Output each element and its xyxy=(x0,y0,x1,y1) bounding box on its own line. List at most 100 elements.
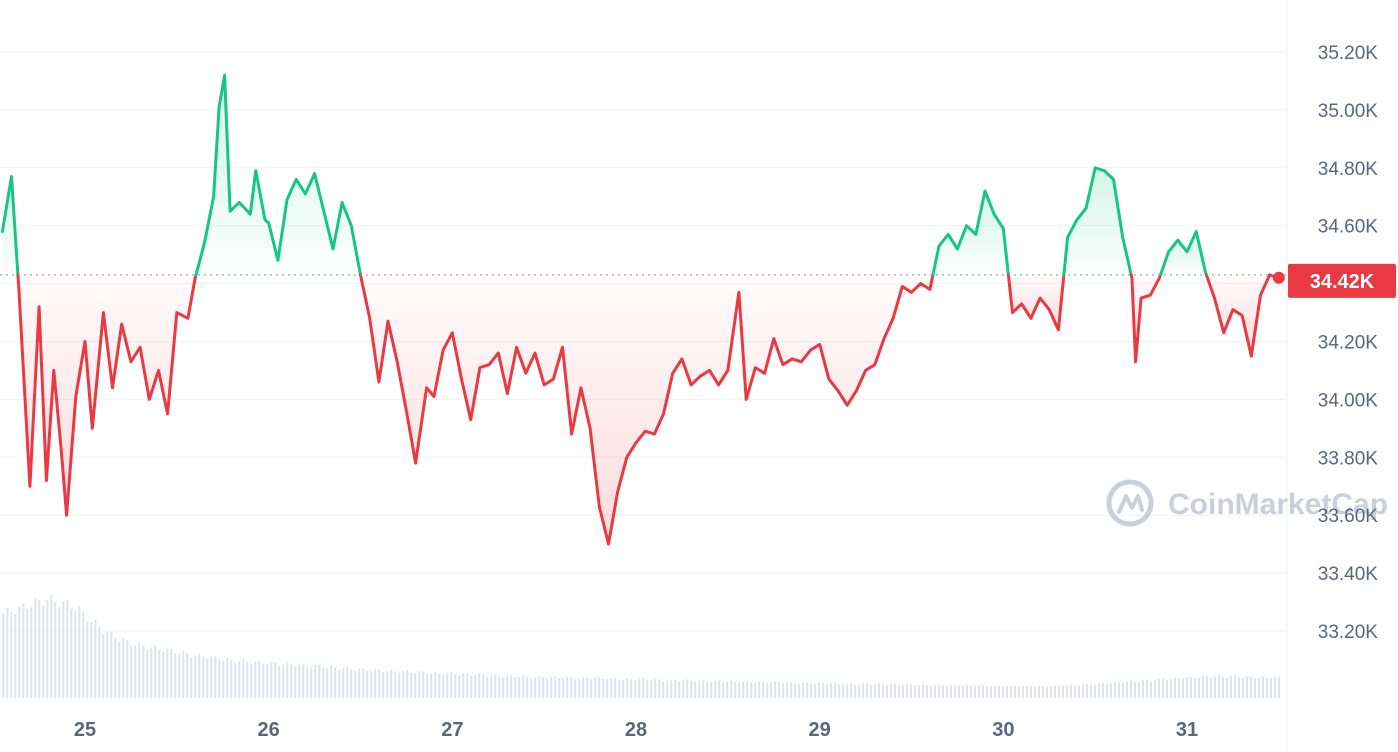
volume-bar xyxy=(1026,685,1029,698)
volume-bar xyxy=(754,682,757,698)
volume-bar xyxy=(238,661,241,698)
volume-bar xyxy=(950,684,953,698)
volume-bar xyxy=(954,684,957,698)
volume-bar xyxy=(882,684,885,698)
volume-bar xyxy=(806,682,809,698)
volume-bar xyxy=(622,679,625,698)
volume-bar xyxy=(1190,676,1193,698)
volume-bar xyxy=(534,677,537,698)
volume-bar xyxy=(866,683,869,698)
volume-bar xyxy=(1214,676,1217,698)
volume-bar xyxy=(126,640,129,698)
volume-bar xyxy=(30,607,33,698)
volume-bar xyxy=(958,685,961,698)
price-line-down xyxy=(1204,273,1272,358)
volume-bar xyxy=(634,680,637,698)
volume-bar xyxy=(550,676,553,698)
volume-bar xyxy=(1014,685,1017,698)
area-below-baseline xyxy=(360,274,933,545)
volume-bar xyxy=(1002,686,1005,698)
volume-bar xyxy=(1050,686,1053,698)
price-line-up xyxy=(0,175,20,277)
volume-bar xyxy=(98,627,101,698)
volume-bar xyxy=(494,674,497,698)
volume-bar xyxy=(610,677,613,698)
volume-bar xyxy=(922,684,925,698)
volume-bar xyxy=(1154,680,1157,698)
volume-bar xyxy=(942,685,945,698)
volume-bar xyxy=(470,675,473,698)
volume-bar xyxy=(406,670,409,698)
volume-bar xyxy=(850,683,853,698)
volume-bar xyxy=(154,645,157,698)
volume-bar xyxy=(310,667,313,698)
volume-bar xyxy=(410,672,413,698)
volume-bar xyxy=(86,621,89,698)
volume-bar xyxy=(830,683,833,698)
volume-bar xyxy=(402,670,405,698)
y-tick-label: 33.20K xyxy=(1318,622,1379,643)
volume-bar xyxy=(78,607,81,698)
volume-bar xyxy=(210,656,213,698)
volume-bar xyxy=(874,684,877,698)
volume-bar xyxy=(382,672,385,698)
volume-bar xyxy=(1114,681,1117,698)
volume-bar xyxy=(1250,676,1253,698)
volume-bar xyxy=(1110,683,1113,698)
volume-bar xyxy=(202,656,205,698)
volume-bar xyxy=(938,684,941,698)
volume-bar xyxy=(710,681,713,698)
volume-bar xyxy=(482,674,485,698)
volume-bar xyxy=(778,682,781,698)
volume-bar xyxy=(1062,685,1065,698)
volume-bar xyxy=(970,685,973,698)
volume-bar xyxy=(394,671,397,698)
volume-bar xyxy=(1074,685,1077,698)
volume-bar xyxy=(722,682,725,698)
volume-bar xyxy=(978,685,981,698)
volume-bar xyxy=(786,682,789,698)
area-below-baseline xyxy=(1008,274,1064,330)
volume-bar xyxy=(726,681,729,698)
volume-bar xyxy=(862,683,865,698)
volume-bar xyxy=(514,677,517,698)
volume-bar xyxy=(662,680,665,698)
volume-bar xyxy=(618,680,621,698)
volume-bar xyxy=(838,683,841,698)
volume-bar xyxy=(1226,677,1229,698)
volume-bar xyxy=(1106,683,1109,698)
area-below-baseline xyxy=(1206,274,1270,356)
volume-bar xyxy=(1242,677,1245,698)
volume-bar xyxy=(1046,686,1049,698)
watermark: CoinMarketCap xyxy=(1106,479,1388,527)
volume-bar xyxy=(178,653,181,698)
volume-bar xyxy=(374,669,377,698)
area-above-baseline xyxy=(196,75,361,275)
volume-bar xyxy=(666,680,669,698)
volume-bar xyxy=(910,684,913,698)
volume-bar xyxy=(682,680,685,698)
volume-bar xyxy=(102,634,105,698)
volume-bar xyxy=(198,653,201,698)
current-price-label: 34.42K xyxy=(1310,271,1375,293)
volume-bar xyxy=(578,678,581,698)
volume-bar xyxy=(366,670,369,698)
volume-bar xyxy=(354,670,357,698)
volume-bar xyxy=(282,664,285,698)
volume-bar xyxy=(810,683,813,698)
volume-bar xyxy=(706,681,709,698)
volume-bar xyxy=(1098,683,1101,698)
volume-bar xyxy=(546,678,549,698)
volume-bar xyxy=(1274,676,1277,698)
volume-bar xyxy=(746,681,749,698)
volume-bar xyxy=(1102,683,1105,698)
volume-bar xyxy=(914,685,917,698)
volume-bar xyxy=(438,673,441,698)
volume-bar xyxy=(1058,685,1061,698)
volume-bar xyxy=(530,678,533,698)
current-price-tag: 34.42K xyxy=(1288,263,1396,298)
volume-bar xyxy=(158,649,161,698)
volume-bar xyxy=(490,675,493,698)
volume-bar xyxy=(1018,686,1021,698)
volume-bar xyxy=(6,607,9,698)
